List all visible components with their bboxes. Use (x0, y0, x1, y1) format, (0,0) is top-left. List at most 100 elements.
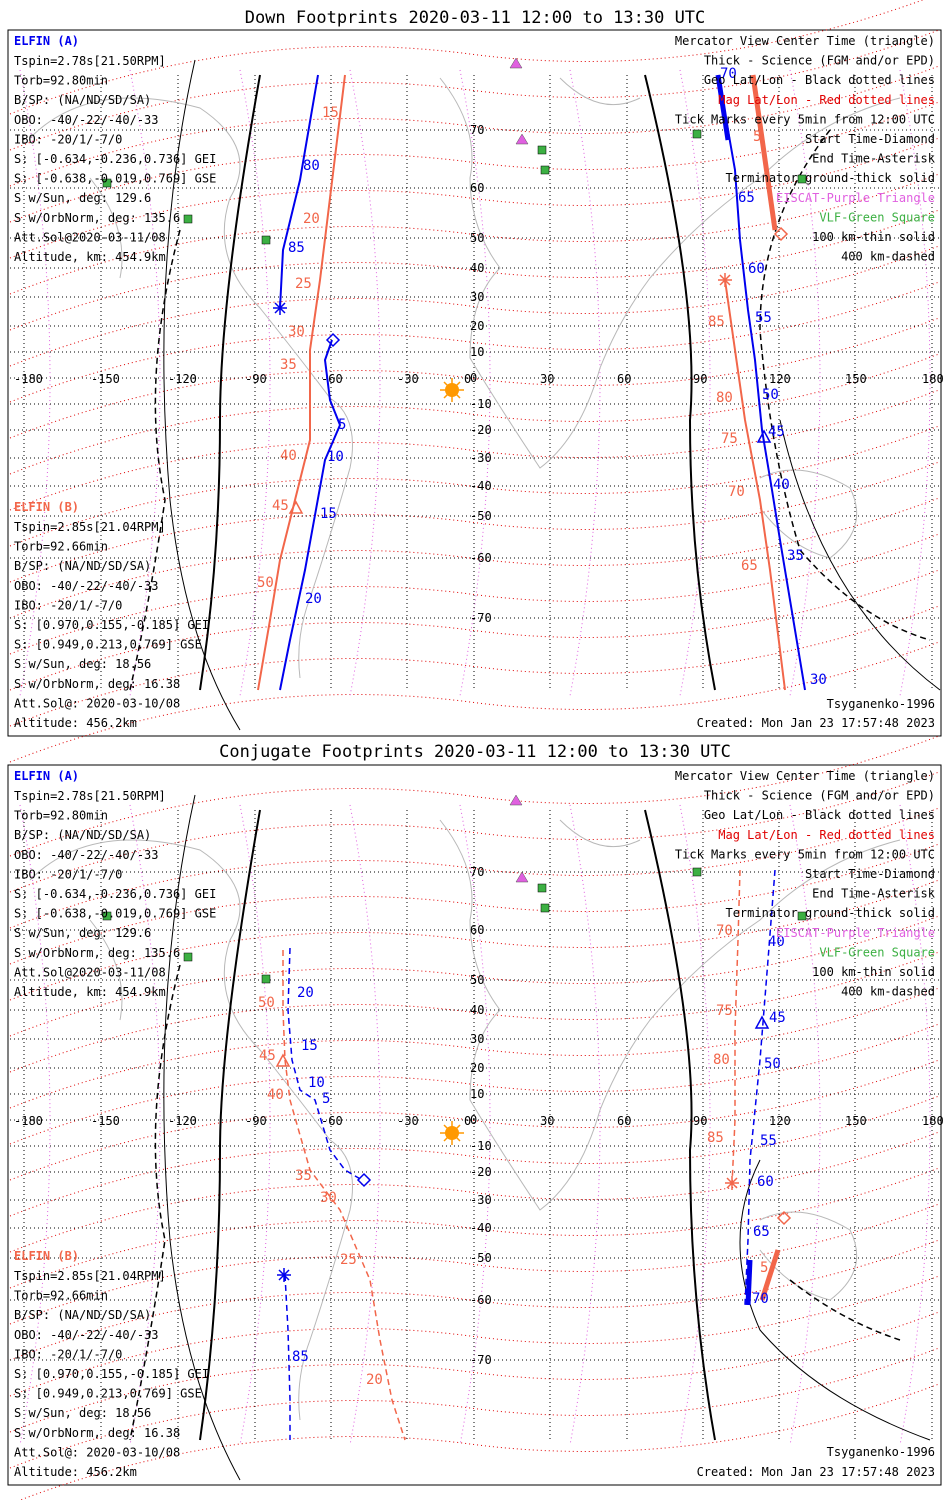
elfin-a-tick-label: 5 (322, 1091, 330, 1107)
elfin-a-tick-label: 55 (755, 310, 772, 326)
lat-tick-label: -50 (470, 509, 492, 523)
mag-longitude (459, 69, 491, 697)
elfin-b-center-triangle (288, 500, 304, 514)
lon-tick-label: 30 (540, 372, 554, 386)
elfin-b-start-diamond (776, 1210, 792, 1226)
lon-tick-label: -60 (321, 1114, 343, 1128)
coastline (29, 839, 353, 1421)
mag-latitude (9, 879, 940, 1001)
terminator-east (644, 74, 716, 691)
elfin-b-tick-label: 75 (721, 431, 738, 447)
elfin-a-tick-label: 85 (292, 1349, 309, 1365)
lon-tick-label: -30 (397, 1114, 419, 1128)
geo-grid (10, 810, 939, 1440)
mag-latitude (9, 951, 940, 1073)
legend-entry: End Time-Asterisk (812, 887, 936, 901)
mag-latitude (9, 605, 940, 727)
elfin-b-tick-label: 30 (288, 324, 305, 340)
elfin-b-tick-label: 25 (340, 1252, 357, 1268)
mag-latitude (9, 1095, 940, 1217)
legend-entry: 400 km-dashed (841, 985, 935, 999)
mag-longitude (349, 804, 381, 1446)
mag-latitude (9, 1311, 940, 1433)
legend-entry: Mercator View Center Time (triangle) (675, 769, 935, 783)
eiscat-triangle (509, 57, 523, 69)
lat-tick-label: -60 (470, 1293, 492, 1307)
terminator-100km-east (739, 1159, 931, 1441)
elfin-b-info-line: Att.Sol@: 2020-03-10/08 (14, 696, 180, 710)
terminator-100km-west (163, 59, 241, 731)
terminator-east (644, 809, 716, 1441)
mag-longitude (129, 69, 161, 697)
lat-tick-label: 20 (470, 1061, 484, 1075)
lat-tick-label: -20 (470, 423, 492, 437)
elfin-b-tick-label: 85 (707, 1130, 724, 1146)
coastline (439, 77, 901, 469)
lon-tick-label: -60 (321, 372, 343, 386)
elfin-a-tick-label: 35 (787, 548, 804, 564)
lon-tick-label: -30 (397, 372, 419, 386)
elfin-a-track-east (744, 869, 776, 1306)
elfin-b-tick-label: 65 (741, 558, 758, 574)
elfin-b-tick-label: 5 (760, 1260, 768, 1276)
lat-tick-label: 40 (470, 1003, 484, 1017)
elfin-a-end-asterisk (273, 301, 287, 315)
elfin-b-info-line: S w/OrbNorm, deg: 16.38 (14, 677, 180, 691)
elfin-a-info-line: B/SP: (NA/ND/SD/SA) (14, 828, 151, 842)
mag-longitude (569, 69, 601, 697)
elfin-a-tick-label: 60 (748, 261, 765, 277)
elfin-b-start-diamond (773, 226, 789, 242)
lat-tick-label: -10 (470, 397, 492, 411)
elfin-a-info-line: IBO: -20/1/-7/0 (14, 867, 122, 881)
lat-tick-label: 0 (470, 1113, 477, 1127)
map-frame (7, 29, 942, 737)
lon-tick-label: 60 (617, 1114, 631, 1128)
elfin-b-tick-label: 45 (272, 498, 289, 514)
elfin-b-track (282, 950, 406, 1441)
created-stamp: Created: Mon Jan 23 17:57:48 2023 (697, 1465, 935, 1479)
legend-entry: Thick - Science (FGM and/or EPD) (704, 789, 935, 803)
elfin-a-tick-label: 15 (320, 506, 337, 522)
mag-latitude (9, 353, 940, 475)
elfin-a-info-line: Tspin=2.78s[21.50RPM] (14, 54, 166, 68)
elfin-b-tick-label: 15 (322, 105, 339, 121)
elfin-a-science-segment (715, 74, 731, 141)
legend: Mercator View Center Time (triangle) Thic… (675, 34, 936, 264)
eiscat-triangle (515, 133, 529, 145)
lat-tick-label: 40 (470, 261, 484, 275)
lat-tick-label: -40 (470, 1221, 492, 1235)
elfin-a-info-line: Torb=92.80min (14, 74, 108, 88)
mag-longitude (789, 69, 821, 697)
elfin-a-center-triangle (754, 1015, 770, 1029)
elfin-b-tick-label: 20 (303, 211, 320, 227)
elfin-a-tick-label: 85 (288, 240, 305, 256)
panel-title: Down Footprints 2020-03-11 12:00 to 13:3… (245, 8, 706, 28)
elfin-b-tick-label: 80 (716, 390, 733, 406)
elfin-b-info-line: IBO: -20/1/-7/0 (14, 1347, 122, 1361)
elfin-b-info-line: Att.Sol@: 2020-03-10/08 (14, 1445, 180, 1459)
elfin-b-tick-label: 30 (320, 1190, 337, 1206)
mag-latitude (9, 1203, 940, 1325)
lat-tick-label: -20 (470, 1165, 492, 1179)
legend-entry: Thick - Science (FGM and/or EPD) (704, 54, 935, 68)
mag-latitude (9, 843, 940, 965)
lon-tick-label: 90 (693, 372, 707, 386)
lat-tick-label: 50 (470, 973, 484, 987)
elfin-a-track-east (717, 74, 806, 691)
axis-labels: -180 -150 -120 -90 -60 -30 0 30 60 90 120 150 180706… (14, 123, 944, 625)
mag-latitude (9, 987, 940, 1109)
created-stamp: Created: Mon Jan 23 17:57:48 2023 (697, 716, 935, 730)
elfin-a-info-line: IBO: -20/1/-7/0 (14, 132, 122, 146)
legend-entry: 400 km-dashed (841, 250, 935, 264)
elfin-a-info: ELFIN (A) Tspin=2.78s[21.50RPM] Torb=92.80… (14, 769, 216, 999)
model-credit: Tsyganenko-1996 (827, 697, 935, 711)
mag-longitude (19, 69, 51, 697)
elfin-b-info-line: OBO: -40/-22/-40/-33 (14, 579, 159, 593)
vlf-stations (102, 129, 807, 245)
elfin-b-info-line: Tspin=2.85s[21.04RPM] (14, 520, 166, 534)
lat-tick-label: -50 (470, 1251, 492, 1265)
elfin-a-tick-label: 40 (773, 477, 790, 493)
legend-entry: End Time-Asterisk (812, 152, 936, 166)
lat-tick-label: -70 (470, 611, 492, 625)
